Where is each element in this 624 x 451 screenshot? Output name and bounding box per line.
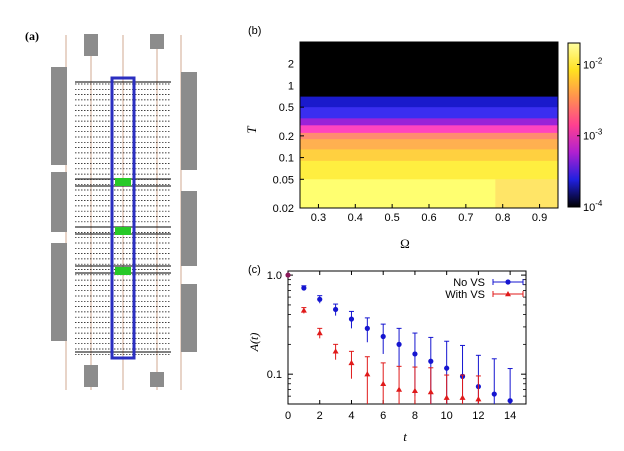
- heatmap-ylabel: T: [244, 126, 259, 134]
- heatmap-patch: [495, 179, 558, 208]
- left-block-3: [51, 243, 67, 341]
- data-point: [396, 341, 402, 347]
- y-tick-label: 0.05: [273, 174, 294, 186]
- data-point: [348, 316, 355, 322]
- data-point: [332, 348, 339, 354]
- data-point: [380, 380, 387, 386]
- panel-c-label: (c): [248, 264, 261, 276]
- x-tick-label: 12: [472, 410, 484, 422]
- x-tick-label: 0.8: [495, 212, 510, 224]
- data-point: [364, 371, 371, 377]
- data-point: [443, 394, 450, 400]
- x-tick-label: 0.4: [348, 212, 363, 224]
- right-block-3: [181, 284, 197, 352]
- heatmap-band: [300, 149, 558, 162]
- decay-xlabel: t: [403, 429, 407, 444]
- x-tick-label: 2: [317, 410, 323, 422]
- top-block-right: [150, 34, 164, 49]
- x-tick-label: 4: [348, 410, 354, 422]
- data-point: [491, 391, 497, 397]
- heatmap-band: [300, 160, 558, 180]
- x-tick-label: 14: [504, 410, 516, 422]
- horizontal-lines: [75, 81, 171, 355]
- heatmap-band: [300, 96, 558, 108]
- y-tick-label: 0.02: [273, 203, 294, 215]
- colorbar-tick-exponent: -3: [595, 128, 603, 137]
- y-tick-label: 0.1: [267, 369, 282, 381]
- data-point: [364, 325, 370, 331]
- data-point: [427, 389, 434, 395]
- data-point: [285, 272, 291, 278]
- y-tick-label: 0.1: [279, 153, 294, 165]
- colorbar-tick-label: 10-4: [583, 199, 603, 214]
- x-tick-label: 8: [412, 410, 418, 422]
- legend-marker: [505, 279, 511, 285]
- data-point: [411, 387, 418, 393]
- plot-frame: [287, 270, 527, 405]
- x-tick-label: 10: [441, 410, 453, 422]
- y-tick-label: 0.5: [279, 102, 294, 114]
- heatmap-band: [300, 139, 558, 150]
- x-tick-label: 0.7: [458, 212, 473, 224]
- right-block-2: [181, 191, 197, 266]
- heatmap-band: [300, 118, 558, 126]
- x-tick-label: 0: [285, 410, 291, 422]
- heatmap-band: [300, 107, 558, 119]
- y-tick-label: 1: [288, 80, 294, 92]
- left-block-2: [51, 172, 67, 232]
- y-tick-label: 0.2: [279, 131, 294, 143]
- panel-b-heatmap: (b) 0.3 0.4 0.5 0.6 0.7 0.8 0.90.020.050.10.20…: [244, 25, 603, 251]
- data-point: [380, 333, 386, 340]
- panel-a-label: (a): [25, 29, 39, 43]
- data-point: [300, 307, 307, 313]
- bottom-block-right: [150, 372, 164, 387]
- data-point: [475, 396, 482, 402]
- data-point: [333, 306, 339, 313]
- heatmap-band: [300, 132, 558, 140]
- x-tick-label: 0.9: [532, 212, 547, 224]
- legend-label: With VS: [445, 289, 485, 301]
- data-point: [317, 296, 323, 302]
- y-tick-label: 1.0: [267, 270, 282, 282]
- x-tick-label: 6: [380, 410, 386, 422]
- bottom-block-left: [84, 365, 98, 387]
- colorbar-tick-exponent: -4: [595, 199, 603, 208]
- heatmap-band: [300, 125, 558, 134]
- data-point: [459, 394, 466, 400]
- colorbar-tick-label: 10-3: [583, 128, 603, 143]
- green-marker-3: [115, 267, 131, 275]
- heatmap-plot: 0.3 0.4 0.5 0.6 0.7 0.8 0.9 0.02 0.05 0.1 0.2 0.5 1 2…: [273, 41, 603, 224]
- legend-label: No VS: [453, 277, 485, 289]
- x-tick-label: 0.6: [421, 212, 436, 224]
- data-point: [507, 398, 513, 404]
- data-point: [444, 365, 450, 371]
- data-point: [316, 330, 323, 336]
- green-marker-1: [115, 178, 131, 186]
- data-point: [396, 386, 403, 392]
- data-point: [412, 351, 418, 357]
- colorbar-tick-exponent: -2: [595, 56, 603, 65]
- highlight-box: [110, 76, 136, 360]
- x-tick-label: 0.5: [384, 212, 399, 224]
- colorbar-tick-label: 10-2: [583, 56, 603, 71]
- heatmap-xlabel: Ω: [400, 236, 410, 251]
- decay-ylabel: A(t): [247, 333, 261, 353]
- panel-b-label: (b): [248, 25, 261, 37]
- legend-marker: [505, 291, 511, 297]
- right-block-1: [181, 72, 197, 170]
- y-tick-label: 2: [288, 59, 294, 71]
- left-block-1: [51, 67, 67, 165]
- data-point: [301, 285, 307, 291]
- panel-a-schematic: (a): [25, 29, 197, 390]
- data-point: [348, 359, 355, 366]
- x-tick-label: 0.3: [311, 212, 326, 224]
- colorbar: [567, 42, 581, 208]
- green-marker-2: [115, 227, 131, 235]
- heatmap-band: [300, 42, 558, 98]
- top-block-left: [84, 34, 98, 56]
- data-point: [428, 358, 434, 364]
